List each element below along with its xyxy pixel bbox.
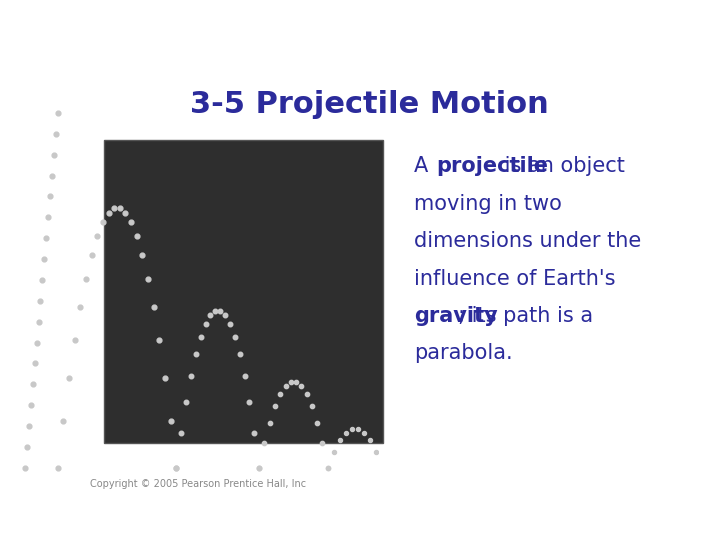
Point — [38, 255, 50, 264]
Point — [204, 310, 216, 319]
Point — [328, 448, 339, 456]
Point — [306, 402, 318, 410]
Point — [114, 204, 125, 212]
Point — [239, 372, 251, 380]
Point — [258, 439, 270, 448]
Point — [243, 398, 255, 407]
Text: moving in two: moving in two — [413, 194, 562, 214]
Point — [148, 303, 160, 312]
Point — [224, 319, 235, 328]
Point — [317, 439, 328, 448]
Point — [44, 192, 55, 201]
Point — [33, 318, 45, 326]
Point — [63, 374, 75, 382]
Point — [185, 372, 197, 380]
Point — [80, 275, 91, 284]
Point — [181, 398, 192, 407]
Text: Copyright © 2005 Pearson Prentice Hall, Inc: Copyright © 2005 Pearson Prentice Hall, … — [90, 480, 306, 489]
Point — [40, 234, 52, 242]
Point — [171, 463, 182, 472]
Point — [264, 418, 276, 427]
Point — [125, 218, 137, 227]
Point — [48, 150, 60, 159]
Point — [159, 374, 171, 382]
Text: dimensions under the: dimensions under the — [413, 231, 641, 251]
Point — [334, 436, 346, 445]
Point — [358, 428, 369, 437]
Point — [31, 338, 42, 347]
Point — [364, 436, 375, 445]
Point — [74, 303, 86, 312]
Point — [253, 463, 265, 472]
Point — [22, 443, 33, 451]
Point — [200, 319, 212, 328]
Point — [322, 463, 333, 472]
Point — [42, 213, 54, 221]
Point — [274, 389, 286, 398]
Point — [153, 336, 165, 345]
Point — [120, 208, 131, 217]
Point — [322, 463, 333, 472]
Point — [86, 251, 97, 260]
Point — [25, 401, 37, 409]
Point — [376, 463, 387, 472]
Point — [143, 275, 154, 284]
Point — [50, 130, 61, 138]
Point — [35, 296, 46, 305]
Point — [137, 251, 148, 260]
Point — [195, 333, 207, 341]
Point — [352, 424, 364, 433]
Text: is an object: is an object — [498, 156, 626, 176]
Point — [234, 350, 246, 359]
Point — [370, 448, 382, 456]
Point — [280, 381, 292, 390]
Point — [52, 109, 63, 117]
Point — [69, 336, 81, 345]
Text: influence of Earth's: influence of Earth's — [413, 268, 615, 288]
Point — [248, 429, 260, 437]
Point — [27, 380, 39, 389]
Point — [229, 333, 240, 341]
Point — [131, 232, 143, 241]
Point — [340, 428, 351, 437]
Point — [253, 463, 265, 472]
Point — [19, 463, 31, 472]
Point — [37, 275, 48, 284]
Point — [269, 402, 281, 410]
Point — [103, 208, 114, 217]
Point — [220, 310, 231, 319]
Text: gravity: gravity — [413, 306, 498, 326]
Point — [91, 232, 103, 241]
Point — [290, 377, 302, 386]
Point — [346, 424, 357, 433]
Point — [301, 389, 312, 398]
Point — [97, 218, 109, 227]
Text: 3-5 Projectile Motion: 3-5 Projectile Motion — [189, 90, 549, 119]
Point — [295, 381, 307, 390]
FancyBboxPatch shape — [104, 140, 383, 443]
Point — [176, 429, 187, 437]
Point — [190, 350, 202, 359]
Point — [171, 463, 182, 472]
Point — [165, 416, 176, 425]
Point — [109, 204, 120, 212]
Text: ; its path is a: ; its path is a — [458, 306, 593, 326]
Point — [285, 377, 297, 386]
Point — [29, 359, 40, 368]
Point — [58, 416, 69, 425]
Text: projectile: projectile — [436, 156, 548, 176]
Point — [210, 306, 221, 315]
Point — [311, 418, 323, 427]
Point — [46, 171, 58, 180]
Point — [52, 463, 63, 472]
Text: A: A — [413, 156, 434, 176]
Point — [23, 422, 35, 430]
Point — [215, 306, 226, 315]
Text: parabola.: parabola. — [413, 343, 512, 363]
